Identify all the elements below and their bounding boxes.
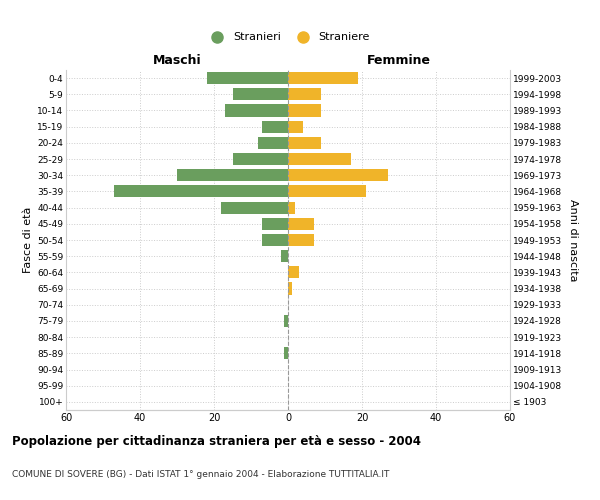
- Bar: [288, 169, 388, 181]
- Bar: [262, 218, 288, 230]
- Bar: [288, 234, 314, 246]
- Bar: [233, 88, 288, 101]
- Bar: [225, 104, 288, 117]
- Bar: [233, 153, 288, 165]
- Y-axis label: Fasce di età: Fasce di età: [23, 207, 33, 273]
- Text: Femmine: Femmine: [367, 54, 431, 67]
- Bar: [288, 137, 322, 149]
- Bar: [288, 186, 366, 198]
- Bar: [221, 202, 288, 213]
- Bar: [288, 266, 299, 278]
- Text: Maschi: Maschi: [152, 54, 202, 67]
- Bar: [281, 250, 288, 262]
- Bar: [259, 137, 288, 149]
- Bar: [288, 120, 303, 132]
- Bar: [288, 72, 358, 84]
- Bar: [288, 282, 292, 294]
- Bar: [284, 348, 288, 360]
- Legend: Stranieri, Straniere: Stranieri, Straniere: [202, 28, 374, 47]
- Text: COMUNE DI SOVERE (BG) - Dati ISTAT 1° gennaio 2004 - Elaborazione TUTTITALIA.IT: COMUNE DI SOVERE (BG) - Dati ISTAT 1° ge…: [12, 470, 389, 479]
- Bar: [114, 186, 288, 198]
- Bar: [284, 315, 288, 327]
- Text: Popolazione per cittadinanza straniera per età e sesso - 2004: Popolazione per cittadinanza straniera p…: [12, 435, 421, 448]
- Bar: [288, 153, 351, 165]
- Bar: [177, 169, 288, 181]
- Bar: [288, 202, 295, 213]
- Bar: [288, 104, 322, 117]
- Bar: [288, 218, 314, 230]
- Bar: [262, 234, 288, 246]
- Bar: [262, 120, 288, 132]
- Bar: [288, 88, 322, 101]
- Y-axis label: Anni di nascita: Anni di nascita: [568, 198, 578, 281]
- Bar: [206, 72, 288, 84]
